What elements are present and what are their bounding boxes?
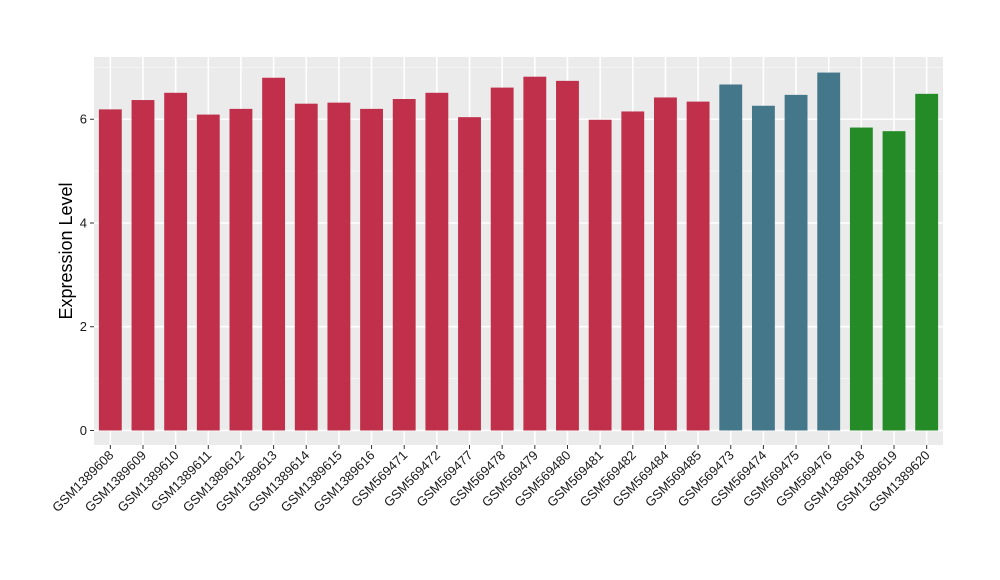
bar-GSM1389620 xyxy=(915,93,939,431)
bar-GSM1389611 xyxy=(196,114,220,431)
bar-GSM569477 xyxy=(458,117,481,431)
bar-GSM569475 xyxy=(784,94,808,431)
plot-panel xyxy=(94,57,943,445)
bar-GSM569485 xyxy=(686,101,710,431)
bar-GSM569479 xyxy=(523,76,547,431)
bar-GSM569478 xyxy=(490,87,514,431)
y-axis-title: Expression Level xyxy=(56,182,76,319)
bar-GSM1389613 xyxy=(262,77,286,431)
bar-GSM1389616 xyxy=(360,108,383,431)
bar-GSM1389612 xyxy=(229,108,253,431)
bar-GSM1389608 xyxy=(98,109,122,431)
bar-GSM569484 xyxy=(654,97,677,431)
y-axis: 0 2 4 6 xyxy=(80,112,94,438)
bar-GSM569471 xyxy=(392,99,416,431)
bar-GSM1389618 xyxy=(849,127,873,431)
bar-GSM569480 xyxy=(556,80,579,431)
bar-GSM569482 xyxy=(621,111,645,431)
bar-GSM1389615 xyxy=(327,102,351,431)
y-tick-label: 6 xyxy=(80,112,87,127)
bar-GSM569476 xyxy=(817,72,841,431)
y-tick-label: 4 xyxy=(80,215,87,230)
bar-GSM1389619 xyxy=(882,131,906,431)
bar-GSM569472 xyxy=(425,92,449,431)
y-tick-label: 2 xyxy=(80,319,87,334)
bar-GSM1389610 xyxy=(164,92,188,431)
bar-GSM569481 xyxy=(588,119,612,431)
y-tick-label: 0 xyxy=(80,423,87,438)
x-axis: GSM1389608GSM1389609GSM1389610GSM1389611… xyxy=(49,445,933,515)
bar-GSM569473 xyxy=(719,84,743,431)
bar-GSM1389614 xyxy=(294,103,318,431)
bar-GSM569474 xyxy=(751,105,775,431)
bars xyxy=(98,72,939,431)
bar-GSM1389609 xyxy=(131,100,155,431)
